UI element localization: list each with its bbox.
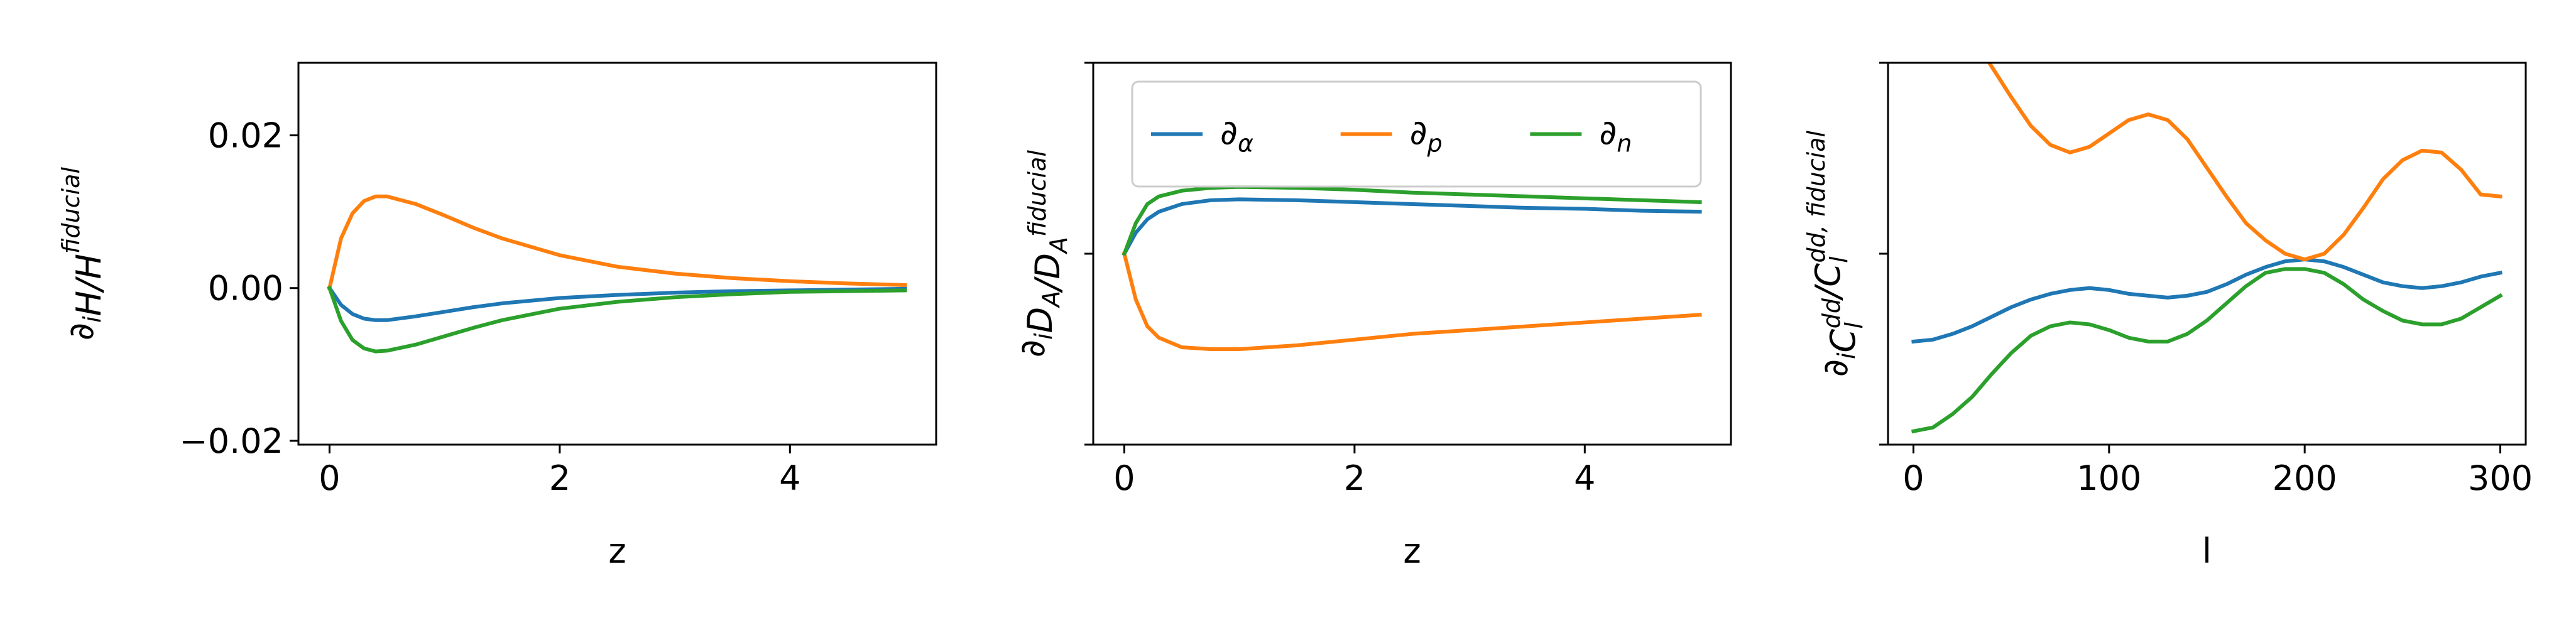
- x-tick-label: 0: [319, 458, 340, 498]
- y-label-part: C: [1823, 328, 1863, 352]
- chart-panel-1: 0 2 4 −0.02 0.00 0.02 z ∂iH/Hfiducial: [57, 62, 937, 571]
- y-tick-label: 0.00: [208, 269, 283, 308]
- y-axis-label: ∂iH/Hfiducial: [57, 167, 109, 340]
- legend-label-sub: α: [1238, 130, 1253, 158]
- y-label-sub: l: [1840, 322, 1868, 329]
- y-label-part: H/H: [69, 254, 109, 316]
- series-line-3: [1911, 267, 2503, 434]
- y-axis-label: ∂iCldd/Cldd, fiducial: [1803, 131, 1868, 377]
- legend-label-symbol: ∂: [1599, 113, 1617, 153]
- y-label-sub: l: [1825, 256, 1853, 263]
- series-line-3: [327, 285, 907, 354]
- y-label-part: fiducial: [57, 167, 85, 254]
- axes-frame: [297, 62, 937, 446]
- x-axis-label: z: [608, 531, 626, 571]
- y-label-part: ∂: [1816, 359, 1855, 377]
- y-tick-label: 0.02: [208, 116, 283, 156]
- y-axis-label: ∂iDA/DAfiducial: [1013, 150, 1072, 357]
- y-label-part: i: [79, 316, 106, 323]
- y-label-part: i: [1030, 333, 1057, 340]
- x-tick-label: 4: [1574, 458, 1595, 498]
- y-label-part: A: [1045, 237, 1072, 255]
- legend-label-3: ∂n: [1599, 113, 1632, 158]
- x-tick-label: 300: [2468, 458, 2533, 498]
- legend-label-1: ∂α: [1220, 113, 1253, 158]
- chart-panel-2: 0 2 4z∂iDA/DAfiducial∂α ∂p ∂n: [1013, 62, 1732, 571]
- legend-label-sub: p: [1427, 130, 1443, 158]
- series-line-3: [1122, 185, 1702, 256]
- x-tick-label: 0: [1902, 458, 1924, 498]
- x-tick-label: 4: [779, 458, 800, 498]
- x-tick-label: 2: [549, 458, 570, 498]
- y-label-sup: dd, fiducial: [1803, 131, 1830, 263]
- y-axis-label-text: ∂iDA/DAfiducial: [1013, 150, 1072, 357]
- y-label-part: A: [1037, 291, 1065, 309]
- legend-label-2: ∂p: [1410, 113, 1443, 158]
- legend-box: [1131, 80, 1702, 188]
- series-line-2: [1987, 63, 2502, 262]
- legend: ∂α ∂p ∂n: [1131, 80, 1702, 188]
- y-label-part: D: [1020, 307, 1060, 333]
- series-line-1: [1911, 257, 2503, 344]
- series-line-2: [1122, 251, 1702, 351]
- series-line-1: [1122, 197, 1702, 257]
- legend-label-sub: n: [1617, 130, 1632, 158]
- y-label-part: /D: [1028, 253, 1067, 293]
- y-label-part: ∂: [62, 323, 101, 340]
- series-line-2: [327, 194, 907, 291]
- series-line-1: [327, 285, 907, 322]
- y-label-part: i: [1833, 352, 1860, 359]
- y-label-part: ∂: [1013, 340, 1052, 357]
- y-tick-label: −0.02: [180, 421, 283, 461]
- x-axis-label: l: [2202, 531, 2212, 571]
- x-tick-label: 100: [2077, 458, 2141, 498]
- x-axis-label: z: [1403, 531, 1421, 571]
- x-tick-label: 0: [1113, 458, 1135, 498]
- y-label-sup: dd: [1818, 298, 1845, 328]
- y-label-part: /C: [1808, 263, 1848, 301]
- x-tick-label: 2: [1344, 458, 1365, 498]
- y-axis-label-text: ∂iCldd/Cldd, fiducial: [1803, 131, 1868, 377]
- y-label-part: fiducial: [1023, 150, 1051, 237]
- legend-label-symbol: ∂: [1410, 113, 1427, 153]
- legend-label-symbol: ∂: [1220, 113, 1238, 153]
- y-axis-label-text: ∂iH/Hfiducial: [57, 167, 109, 340]
- x-tick-label: 200: [2273, 458, 2337, 498]
